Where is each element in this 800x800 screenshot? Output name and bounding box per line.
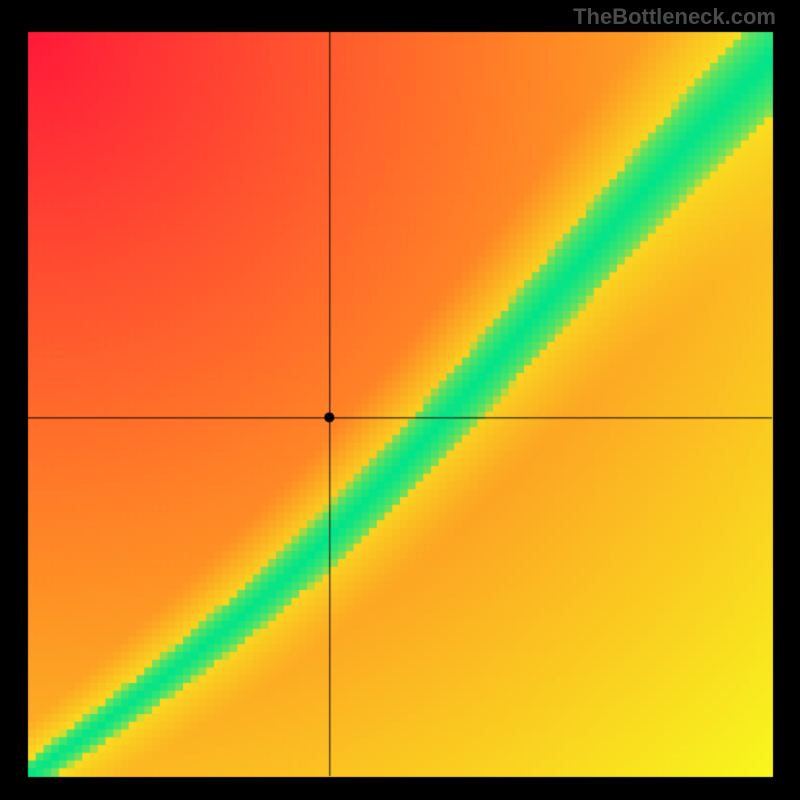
- heatmap-canvas: [0, 0, 800, 800]
- watermark-text: TheBottleneck.com: [573, 4, 776, 30]
- chart-wrapper: TheBottleneck.com: [0, 0, 800, 800]
